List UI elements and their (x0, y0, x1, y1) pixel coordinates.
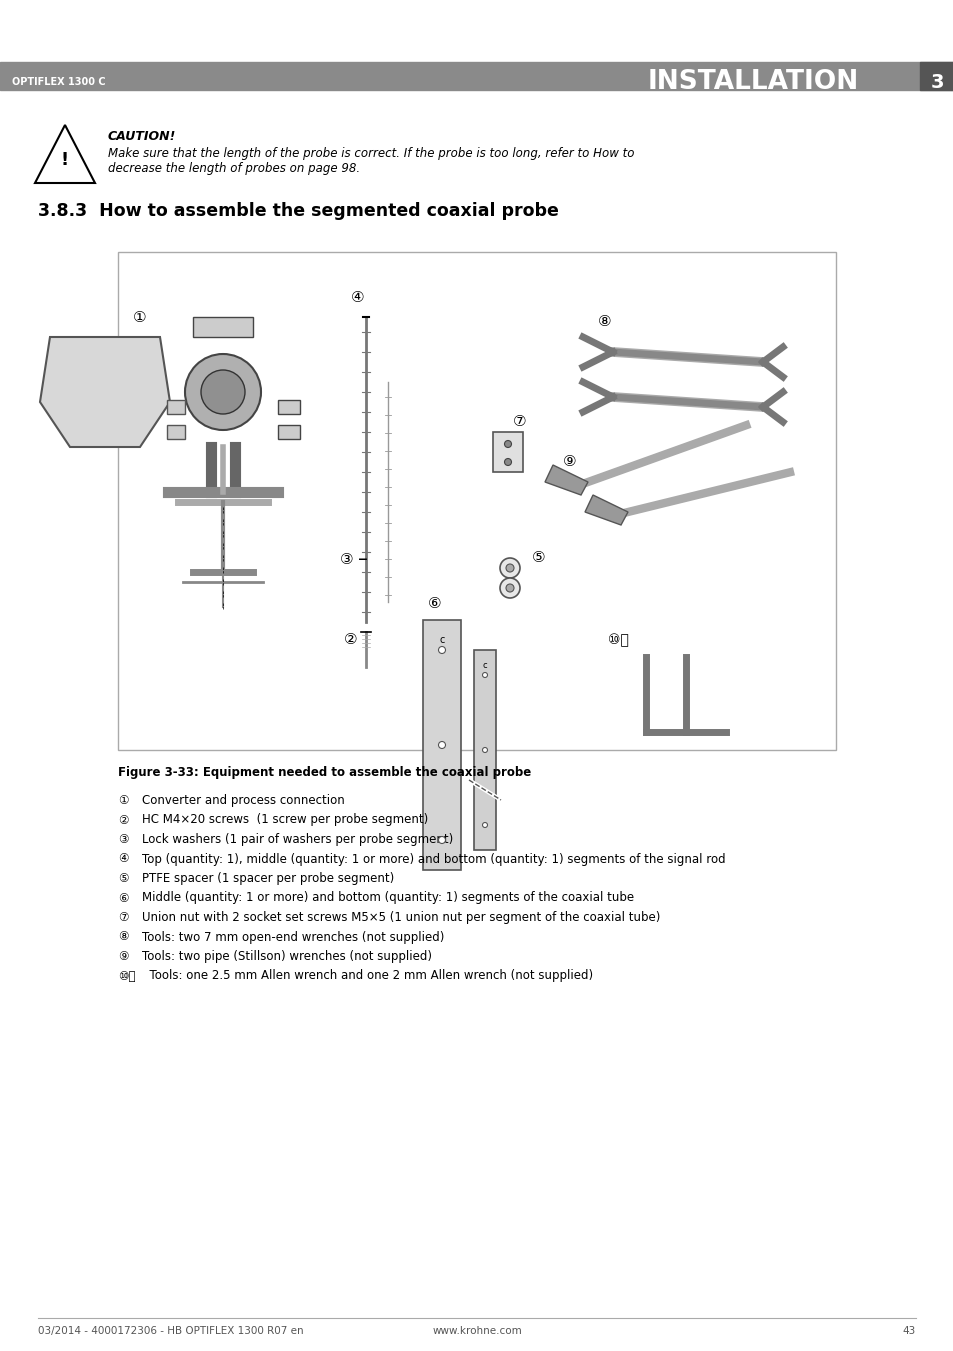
Text: !: ! (61, 151, 69, 169)
Circle shape (504, 440, 511, 447)
Text: ⑦: ⑦ (118, 911, 129, 924)
Text: Tools: two 7 mm open-end wrenches (not supplied): Tools: two 7 mm open-end wrenches (not s… (142, 931, 444, 943)
Bar (474, 650, 496, 850)
Circle shape (201, 370, 245, 413)
Text: OPTIFLEX 1300 C: OPTIFLEX 1300 C (12, 77, 106, 86)
Circle shape (438, 742, 445, 748)
Text: ⑩⑪: ⑩⑪ (607, 634, 628, 647)
Text: ⑤: ⑤ (532, 550, 545, 566)
Circle shape (185, 354, 261, 430)
Text: ⑥: ⑥ (118, 892, 129, 905)
Text: ⑧: ⑧ (598, 315, 611, 330)
Text: ⑥: ⑥ (428, 597, 441, 612)
Text: Middle (quantity: 1 or more) and bottom (quantity: 1) segments of the coaxial tu: Middle (quantity: 1 or more) and bottom … (142, 892, 634, 905)
Text: Tools: one 2.5 mm Allen wrench and one 2 mm Allen wrench (not supplied): Tools: one 2.5 mm Allen wrench and one 2… (142, 970, 593, 982)
Text: INSTALLATION: INSTALLATION (647, 69, 859, 95)
Circle shape (482, 747, 487, 753)
Text: Union nut with 2 socket set screws M5×5 (1 union nut per segment of the coaxial : Union nut with 2 socket set screws M5×5 … (142, 911, 659, 924)
Bar (493, 432, 522, 471)
Polygon shape (40, 336, 170, 447)
Text: –: – (357, 550, 368, 570)
Bar (118, 253, 835, 750)
Text: ④: ④ (351, 290, 364, 305)
Text: ②: ② (344, 632, 357, 647)
Text: ③: ③ (339, 553, 354, 567)
Text: Top (quantity: 1), middle (quantity: 1 or more) and bottom (quantity: 1) segment: Top (quantity: 1), middle (quantity: 1 o… (142, 852, 725, 866)
Circle shape (499, 578, 519, 598)
Bar (0, 62, 953, 91)
Text: decrease the length of probes on page 98.: decrease the length of probes on page 98… (108, 162, 359, 176)
Circle shape (438, 836, 445, 843)
Circle shape (438, 647, 445, 654)
Text: Make sure that the length of the probe is correct. If the probe is too long, ref: Make sure that the length of the probe i… (108, 147, 634, 159)
Text: www.krohne.com: www.krohne.com (432, 1325, 521, 1336)
Bar (277, 400, 299, 413)
Text: ⑧: ⑧ (118, 931, 129, 943)
Text: ⑩⑪: ⑩⑪ (118, 970, 135, 982)
Text: ⑦: ⑦ (513, 413, 526, 430)
Circle shape (504, 458, 511, 466)
Polygon shape (584, 494, 627, 526)
Text: Figure 3-33: Equipment needed to assemble the coaxial probe: Figure 3-33: Equipment needed to assembl… (118, 766, 531, 780)
Text: ④: ④ (118, 852, 129, 866)
Text: ②: ② (118, 813, 129, 827)
Text: CAUTION!: CAUTION! (108, 130, 176, 143)
Text: PTFE spacer (1 spacer per probe segment): PTFE spacer (1 spacer per probe segment) (142, 871, 394, 885)
Circle shape (499, 558, 519, 578)
Text: c: c (482, 661, 487, 670)
Text: ⑨: ⑨ (562, 454, 577, 469)
Text: ①: ① (118, 794, 129, 807)
Circle shape (505, 584, 514, 592)
Bar (422, 620, 460, 870)
Circle shape (482, 673, 487, 677)
Text: ①: ① (133, 309, 147, 326)
Text: Lock washers (1 pair of washers per probe segment): Lock washers (1 pair of washers per prob… (142, 834, 453, 846)
Text: 03/2014 - 4000172306 - HB OPTIFLEX 1300 R07 en: 03/2014 - 4000172306 - HB OPTIFLEX 1300 … (38, 1325, 303, 1336)
Circle shape (482, 823, 487, 828)
Text: 43: 43 (902, 1325, 915, 1336)
Text: HC M4×20 screws  (1 screw per probe segment): HC M4×20 screws (1 screw per probe segme… (142, 813, 428, 827)
Text: c: c (438, 635, 444, 644)
Text: Converter and process connection: Converter and process connection (142, 794, 344, 807)
Text: ③: ③ (118, 834, 129, 846)
Bar (277, 426, 299, 439)
Polygon shape (544, 465, 587, 494)
Text: ⑤: ⑤ (118, 871, 129, 885)
Bar (167, 400, 185, 413)
Bar (167, 426, 185, 439)
Text: 3.8.3  How to assemble the segmented coaxial probe: 3.8.3 How to assemble the segmented coax… (38, 203, 558, 220)
Text: ⑨: ⑨ (118, 950, 129, 963)
Circle shape (505, 563, 514, 571)
Text: 3: 3 (929, 73, 943, 92)
Bar (919, 62, 953, 91)
Bar (193, 317, 253, 336)
Text: Tools: two pipe (Stillson) wrenches (not supplied): Tools: two pipe (Stillson) wrenches (not… (142, 950, 432, 963)
